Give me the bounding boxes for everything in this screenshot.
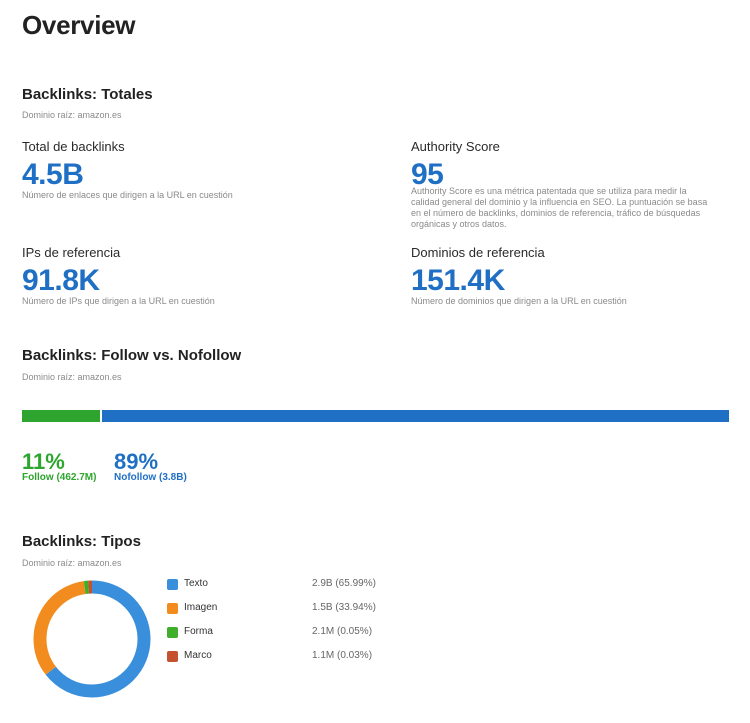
tipos-title: Backlinks: Tipos xyxy=(22,533,141,550)
metric-value-total-backlinks: 4.5B xyxy=(22,158,84,191)
metric-value-ips-referencia: 91.8K xyxy=(22,264,100,297)
legend-label-texto: Texto xyxy=(184,578,208,589)
tipos-donut-chart xyxy=(33,580,151,698)
follow-bar-segment xyxy=(22,410,100,422)
tipos-subtitle: Dominio raíz: amazon.es xyxy=(22,558,122,568)
legend-item-forma: Forma 2.1M (0.05%) xyxy=(167,625,427,641)
legend-swatch-imagen xyxy=(167,603,178,614)
page-title: Overview xyxy=(22,10,136,40)
nofollow-bar-segment xyxy=(101,410,729,422)
donut-slice-marco xyxy=(33,580,151,698)
legend-value-marco: 1.1M (0.03%) xyxy=(312,650,373,661)
follow-title: Backlinks: Follow vs. Nofollow xyxy=(22,347,242,364)
metric-label-ips-referencia: IPs de referencia xyxy=(22,245,121,260)
metric-desc-total-backlinks: Número de enlaces que dirigen a la URL e… xyxy=(22,190,233,200)
totales-subtitle: Dominio raíz: amazon.es xyxy=(22,110,122,120)
metric-value-dominios-referencia: 151.4K xyxy=(411,264,505,297)
nofollow-count-label: Nofollow (3.8B) xyxy=(114,472,187,483)
totales-title: Backlinks: Totales xyxy=(22,86,153,103)
metric-label-dominios-referencia: Dominios de referencia xyxy=(411,245,545,260)
legend-value-texto: 2.9B (65.99%) xyxy=(312,578,376,589)
legend-value-forma: 2.1M (0.05%) xyxy=(312,626,373,637)
legend-item-imagen: Imagen 1.5B (33.94%) xyxy=(167,601,427,617)
legend-item-marco: Marco 1.1M (0.03%) xyxy=(167,649,427,665)
bar-divider xyxy=(99,410,102,422)
legend-label-forma: Forma xyxy=(184,626,213,637)
metric-desc-ips-referencia: Número de IPs que dirigen a la URL en cu… xyxy=(22,296,215,306)
metric-desc-dominios-referencia: Número de dominios que dirigen a la URL … xyxy=(411,296,627,306)
metric-label-authority-score: Authority Score xyxy=(411,139,500,154)
metric-label-total-backlinks: Total de backlinks xyxy=(22,139,125,154)
follow-count-label: Follow (462.7M) xyxy=(22,472,97,483)
metric-desc-authority-score: Authority Score es una métrica patentada… xyxy=(411,186,708,229)
follow-subtitle: Dominio raíz: amazon.es xyxy=(22,372,122,382)
follow-nofollow-bar xyxy=(22,410,729,422)
donut-slice-imagen xyxy=(33,580,151,698)
follow-percent: 11% xyxy=(22,449,65,474)
legend-value-imagen: 1.5B (33.94%) xyxy=(312,602,376,613)
nofollow-percent: 89% xyxy=(114,449,159,474)
metric-value-authority-score: 95 xyxy=(411,158,444,191)
legend-swatch-texto xyxy=(167,579,178,590)
legend-swatch-forma xyxy=(167,627,178,638)
legend-swatch-marco xyxy=(167,651,178,662)
legend-label-marco: Marco xyxy=(184,650,212,661)
legend-item-texto: Texto 2.9B (65.99%) xyxy=(167,577,427,593)
legend-label-imagen: Imagen xyxy=(184,602,218,613)
